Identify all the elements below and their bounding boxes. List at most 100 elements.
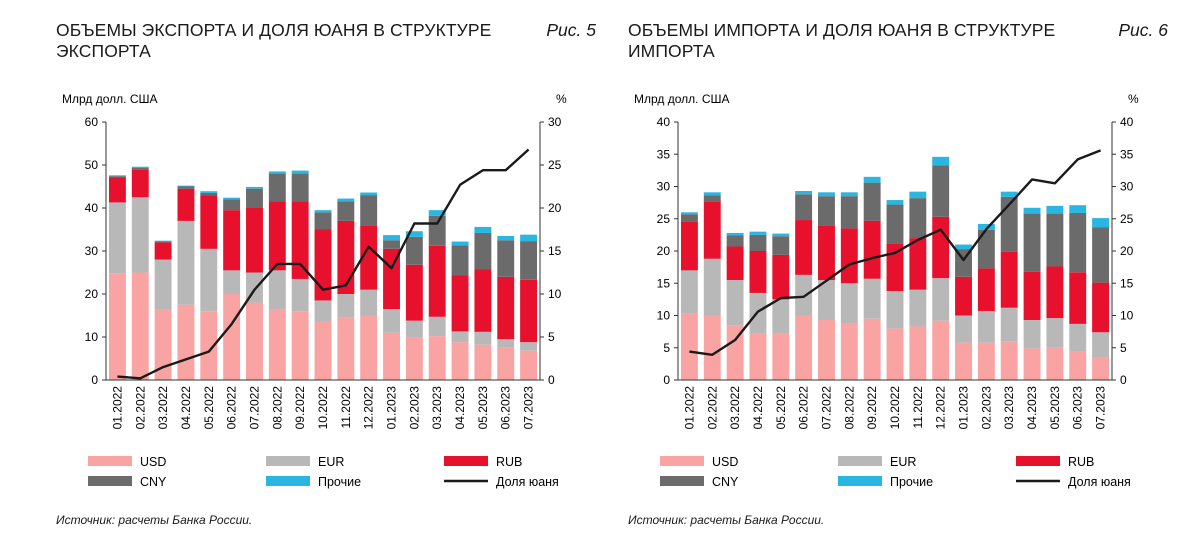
bar-segment-other (840, 192, 858, 197)
import-chart: Млрд долл. США % 0 5 10 15 20 25 30 35 40 0 5 10 15 20 2… (634, 92, 1139, 489)
bar-segment-eur (680, 270, 698, 314)
source-note: Источник: расчеты Банка России. (56, 513, 253, 527)
x-tick-label: 03.2023 (430, 386, 444, 430)
bar-segment-eur (726, 280, 744, 326)
legend-label: RUB (1068, 455, 1094, 469)
bar-segment-cny (863, 182, 881, 221)
bar-segment-other (703, 192, 721, 196)
bar-segment-other (977, 223, 995, 230)
bar-segment-rub (108, 177, 126, 203)
bar-segment-usd (703, 315, 721, 380)
bar-segment-rub (291, 201, 309, 279)
y-tick-label-right: 20 (1120, 244, 1134, 258)
bar-segment-cny (886, 204, 904, 244)
bar-segment-other (177, 185, 195, 187)
y-tick-label-right: 15 (1120, 276, 1134, 290)
y-tick-label-left: 10 (85, 330, 99, 344)
legend-swatch-cny (660, 476, 704, 486)
legend-swatch-rub (444, 456, 488, 466)
bar-segment-usd (886, 328, 904, 380)
bar-segment-eur (383, 309, 400, 333)
y-tick-label-left: 35 (657, 147, 671, 161)
bar-segment-cny (726, 235, 744, 247)
x-tick-label: 05.2022 (202, 386, 216, 430)
y-tick-label-right: 20 (548, 201, 562, 215)
x-tick-label: 06.2022 (225, 386, 239, 430)
y-tick-label-left: 60 (85, 115, 99, 129)
y-tick-label-right: 25 (1120, 212, 1134, 226)
x-tick-label: 07.2023 (522, 386, 536, 430)
y-tick-label-right: 5 (1120, 341, 1127, 355)
bar-segment-rub (474, 269, 492, 332)
bar-segment-other (223, 197, 241, 200)
y-tick-label-right: 10 (1120, 309, 1134, 323)
bar-segment-usd (131, 272, 149, 380)
bar-segment-eur (520, 342, 538, 351)
bar-segment-other (474, 226, 492, 233)
left-axis-label: Млрд долл. США (634, 92, 729, 106)
legend-label: USD (712, 455, 738, 469)
bar-segment-usd (772, 333, 790, 380)
bar-segment-rub (1092, 282, 1110, 333)
y-tick-label-right: 5 (548, 330, 555, 344)
export-chart: Млрд долл. США % 0 10 20 30 40 50 60 0 5 10 15 20 25 30… (62, 92, 567, 489)
bar-segment-cny (154, 241, 172, 243)
bar-segment-rub (909, 238, 927, 290)
bar-segment-rub (497, 276, 515, 340)
figure-number: Рис. 5 (546, 20, 596, 40)
bar-segment-eur (932, 278, 950, 321)
x-tick-label: 02.2022 (133, 386, 147, 430)
bar-segment-usd (726, 325, 744, 380)
bar-segment-eur (451, 331, 469, 343)
y-tick-label-left: 15 (657, 276, 671, 290)
yuan-share-line (689, 149, 1102, 356)
y-tick-label-left: 30 (657, 180, 671, 194)
bar-segment-eur (772, 299, 790, 334)
bar-segment-other (863, 176, 881, 183)
bar-segment-usd (246, 302, 263, 380)
bar-segment-cny (1023, 213, 1041, 272)
y-tick-label-left: 0 (663, 373, 670, 387)
x-tick-label: 03.2022 (728, 386, 742, 430)
x-tick-label: 01.2022 (682, 386, 696, 430)
bar-segment-cny (177, 186, 195, 189)
x-tick-label: 07.2022 (247, 386, 261, 430)
bar-segment-rub (955, 276, 972, 316)
y-tick-label-right: 30 (548, 115, 562, 129)
y-tick-label-left: 30 (85, 244, 99, 258)
bar-segment-usd (383, 332, 400, 380)
bar-segment-rub (886, 243, 904, 291)
bar-segment-usd (108, 273, 126, 380)
bar-segment-cny (337, 201, 355, 221)
bar-segment-rub (520, 279, 538, 343)
bar-segment-usd (177, 304, 195, 380)
bar-segment-rub (863, 220, 881, 279)
bar-segment-cny (314, 212, 332, 230)
bar-segment-cny (977, 229, 995, 269)
legend-label: EUR (890, 455, 916, 469)
bar-segment-eur (200, 248, 218, 312)
bar-segment-eur (1023, 320, 1041, 349)
x-tick-label: 05.2023 (476, 386, 490, 430)
bar-segment-other (246, 186, 263, 189)
bar-segment-eur (154, 259, 172, 310)
bar-segment-usd (314, 321, 332, 380)
bar-segment-rub (1023, 271, 1041, 321)
bar-segment-rub (1046, 266, 1064, 319)
x-tick-label: 10.2022 (316, 386, 330, 430)
bar-segment-rub (1000, 251, 1018, 308)
bar-segment-cny (405, 236, 423, 265)
bar-segment-usd (405, 337, 423, 380)
bar-segment-eur (818, 280, 835, 321)
bar-segment-rub (131, 169, 149, 198)
y-tick-label-right: 10 (548, 287, 562, 301)
bar-segment-other (268, 171, 286, 174)
export-chart-panel: ОБЪЕМЫ ЭКСПОРТА И ДОЛЯ ЮАНЯ В СТРУКТУРЕ … (28, 0, 598, 555)
x-tick-label: 01.2023 (957, 386, 971, 430)
bar-segment-other (818, 192, 835, 197)
bar-segment-cny (474, 232, 492, 270)
bar-segment-usd (749, 333, 767, 380)
bar-segment-usd (840, 323, 858, 380)
x-tick-label: 04.2023 (1025, 386, 1039, 430)
legend-label: EUR (318, 455, 344, 469)
